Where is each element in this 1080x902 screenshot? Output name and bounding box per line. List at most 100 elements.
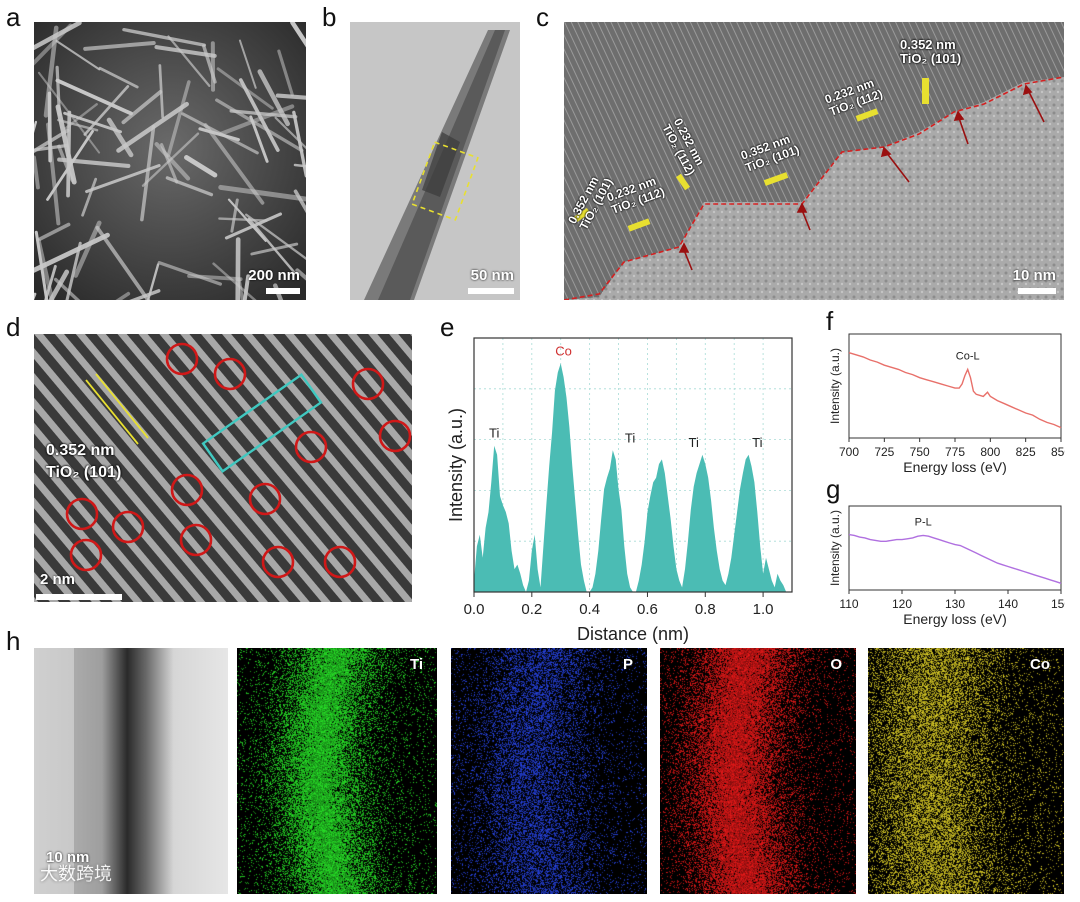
eds-label-p: P [622,656,633,673]
d-phase-label: TiO₂ (101) [46,464,122,481]
atom-circle-marker [378,419,412,453]
sem-nanowire [55,78,133,116]
x-tick-label: 0.2 [521,601,542,618]
x-tick-label: 0.8 [695,601,716,618]
plot-frame [473,337,793,593]
scale-bar-c [1018,288,1056,294]
eds-map-co-canvas [868,648,1064,894]
sem-nanowire [48,269,70,300]
peak-label-ti: Ti [625,430,635,445]
sem-nanowire [66,110,72,198]
eds-map-o: O [660,648,856,894]
sem-nanowire [34,155,40,190]
hrtem-image-c: 0.352 nm TiO₂ (101) 0.232 nm TiO₂ (112) … [564,22,1064,300]
x-axis-label: Distance (nm) [577,624,689,644]
sem-nanowire [116,101,189,153]
sem-nanowire [73,220,102,278]
sem-nanowire [237,277,245,300]
y-axis-label: Intensity (a.u.) [828,348,842,424]
x-tick-label: 0.0 [464,601,485,618]
x-axis-label: Energy loss (eV) [903,611,1006,627]
sem-nanowire [36,238,55,300]
eds-label-ti: Ti [409,656,423,673]
haadf-image: 10 nm 大数跨境 [34,648,228,894]
sem-nanowire [106,117,134,158]
x-tick-label: 1.0 [753,601,774,618]
x-tick-label: 130 [945,597,965,611]
sem-nanowire [129,289,161,300]
sem-nanowire [202,44,217,84]
scale-label-c: 10 nm [1012,267,1056,284]
sem-nanowire [55,104,77,185]
x-tick-label: 120 [892,597,912,611]
sem-nanowire [55,39,101,71]
eds-map-ti-canvas [237,648,437,894]
sem-nanowire [277,49,294,97]
d-spacing-label: 0.352 nm TiO₂ (101) [46,440,121,484]
sem-nanowire [238,39,257,89]
eds-map-o-canvas [660,648,856,894]
sem-nanowire [184,155,218,178]
peak-annotation: Co-L [956,350,980,362]
d-spacing-value: 0.352 nm [46,442,115,459]
sem-nanowire [218,104,295,136]
x-tick-label: 140 [998,597,1018,611]
profile-area [474,363,787,592]
panel-c-letter: c [536,2,549,32]
sem-nanowire [98,66,139,89]
eds-map-ti: Ti [237,648,437,894]
sem-nanowire [47,91,52,163]
spectrum-line [848,352,1062,429]
x-tick-label: 700 [839,445,859,459]
panel-d-letter: d [6,312,21,342]
sem-nanowire [245,213,306,260]
sem-nanowire [81,177,98,217]
peak-label-ti: Ti [489,426,499,441]
sem-nanowire [242,274,251,300]
x-tick-label: 0.6 [637,601,658,618]
sem-nanowire [160,143,179,184]
sem-nanowire [83,85,130,136]
hrtem-image-d: 0.352 nm TiO₂ (101) 2 nm [34,334,412,602]
x-tick-label: 150 [1051,597,1065,611]
sem-nanowire [167,35,211,87]
sem-nanowire [218,217,268,222]
atom-circle-marker [65,497,99,531]
sem-nanowire [53,277,81,300]
scale-label-h: 10 nm [46,849,90,866]
sem-nanowire [274,116,306,150]
sem-nanowire [238,78,280,152]
sem-nanowire [85,164,161,194]
x-tick-label: 775 [945,445,965,459]
plot-frame [848,505,1062,591]
x-tick-label: 110 [839,597,858,611]
sem-nanowire [293,163,306,168]
x-tick-label: 725 [874,445,894,459]
sem-nanowire [34,23,73,66]
sem-image: 200 nm [34,22,306,300]
sem-nanowire [250,242,299,256]
panel-h-letter: h [6,626,21,656]
sem-nanowire [83,40,156,51]
atomic-lattice [34,334,412,602]
sem-nanowire [224,212,283,240]
scale-bar-d [36,594,122,600]
atom-circle-marker [179,523,213,557]
eds-map-p: P [451,648,647,894]
scale-label-d: 2 nm [40,571,76,588]
y-axis-label: Intensity (a.u.) [446,408,466,522]
c-anno-6-phase: TiO₂ (101) [900,51,962,66]
c-anno-6: 0.352 nm TiO₂ (101) [900,38,961,66]
scale-label-a: 200 nm [248,267,300,284]
eds-label-o: O [830,656,842,673]
sem-nanowire [215,98,304,153]
atom-circle-marker [170,473,204,507]
sem-nanowire [230,198,239,233]
eds-map-co: Co [868,648,1064,894]
atom-circle-marker [111,510,145,544]
x-tick-label: 850 [1051,445,1065,459]
hrtem-lattice [564,22,1064,300]
sem-nanowires [34,22,306,300]
x-tick-label: 750 [910,445,930,459]
atom-circle-marker [165,342,199,376]
